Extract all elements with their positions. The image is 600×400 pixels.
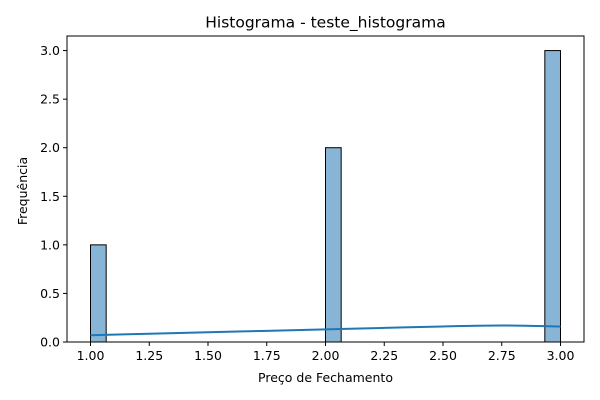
y-tick-label: 3.0 (40, 43, 60, 58)
x-tick-label: 2.00 (312, 348, 340, 363)
histogram-bar-2 (325, 147, 342, 343)
y-tick-label: 0.5 (40, 286, 60, 301)
x-axis-label: Preço de Fechamento (258, 370, 393, 385)
chart-title: Histograma - teste_histograma (205, 14, 445, 33)
y-tick-label: 1.0 (40, 237, 60, 252)
y-tick-label: 2.0 (40, 140, 60, 155)
x-tick-label: 1.75 (253, 348, 281, 363)
y-tick-label: 0.0 (40, 335, 60, 350)
x-tick-label: 2.75 (488, 348, 516, 363)
x-tick-label: 2.25 (370, 348, 398, 363)
histogram-bar-3 (544, 50, 562, 343)
plot-area (66, 35, 585, 343)
y-axis: 0.0 0.5 1.0 1.5 2.0 2.5 3.0 (40, 43, 67, 350)
y-axis-label: Frequência (15, 157, 30, 225)
x-axis: 1.00 1.25 1.50 1.75 2.00 2.25 2.50 2.75 3.00 (77, 342, 575, 363)
x-tick-label: 1.00 (77, 348, 105, 363)
y-tick-label: 2.5 (40, 92, 60, 107)
x-tick-label: 1.50 (194, 348, 222, 363)
kde-line (90, 324, 561, 337)
x-tick-label: 2.50 (429, 348, 457, 363)
histogram-bar-1 (90, 244, 107, 343)
x-tick-label: 1.25 (135, 348, 163, 363)
y-tick-label: 1.5 (40, 189, 60, 204)
x-tick-label: 3.00 (547, 348, 575, 363)
